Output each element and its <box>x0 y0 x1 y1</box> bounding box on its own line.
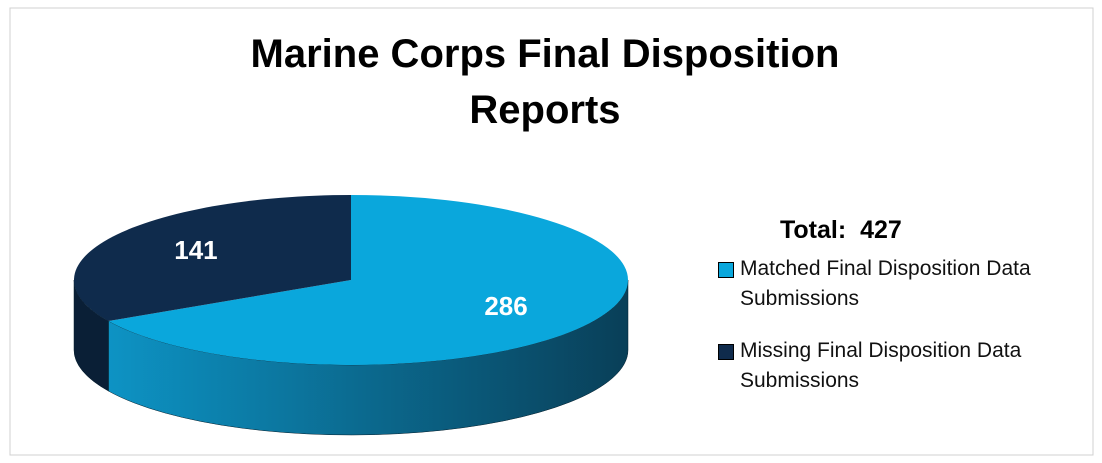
data-label: 286 <box>484 291 527 321</box>
legend-label: Missing Final Disposition Data Submissio… <box>740 339 1022 392</box>
chart-title: Marine Corps Final Disposition Reports <box>250 32 840 132</box>
slice <box>108 195 628 365</box>
slice <box>73 195 352 322</box>
frame <box>9 7 1094 456</box>
annotation: Total: 427 <box>780 216 902 244</box>
legend-label: Matched Final Disposition Data Submissio… <box>740 257 1031 310</box>
legend-item: Matched Final Disposition Data Submissio… <box>718 254 1063 314</box>
legend-item: Missing Final Disposition Data Submissio… <box>718 336 1063 396</box>
legend-swatch <box>718 344 734 360</box>
legend-swatch <box>718 262 734 278</box>
data-label: 141 <box>174 235 217 265</box>
